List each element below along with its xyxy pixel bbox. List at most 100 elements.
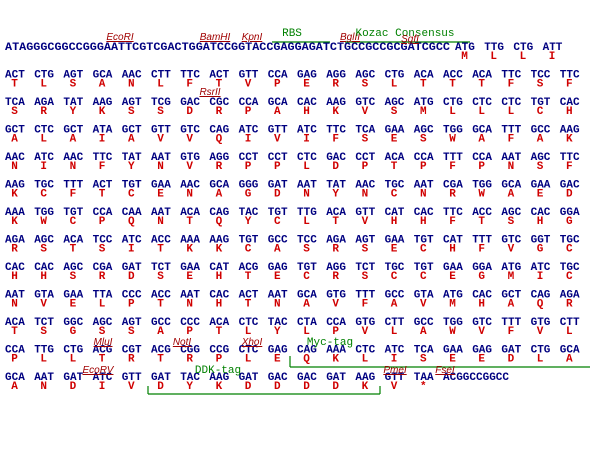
amino-acid: N [508,161,515,173]
amino-acid: P [245,161,252,173]
amino-acid: V [186,161,193,173]
amino-acid: T [157,354,164,366]
codon: AGC [355,70,375,82]
amino-acid: L [391,326,398,338]
amino-acid: S [157,106,164,118]
amino-acid: N [303,189,310,201]
enzyme-label: EcoRV [83,365,115,376]
codon: ACA [414,70,434,82]
codon: GAA [385,235,405,247]
amino-acid: A [274,106,281,118]
amino-acid: H [449,244,456,256]
amino-acid: S [11,106,18,118]
amino-acid: N [157,216,164,228]
amino-acid: F [332,134,339,146]
amino-acid: L [40,134,47,146]
codon: CGC [209,97,229,109]
amino-acid: C [128,189,135,201]
amino-acid: C [566,244,573,256]
codon: ACC [472,207,492,219]
codon: ACT [93,180,113,192]
codon: CTC [239,317,259,329]
codon: CTG [531,345,551,357]
amino-acid: D [157,381,164,393]
enzyme-label: NotI [173,337,192,348]
enzyme-label: KpnI [242,32,263,43]
codon: AGA [34,97,54,109]
codon: TCT [34,317,54,329]
codon: GGT [531,235,551,247]
codon: TAC [180,372,200,384]
codon: CAC [531,207,551,219]
codon: TCA [5,97,25,109]
codon: CCA [93,207,113,219]
codon: ACA [385,152,405,164]
codon: GCA [93,70,113,82]
amino-acid: V [157,134,164,146]
amino-acid: D [508,354,515,366]
amino-acid: L [362,354,369,366]
amino-acid: W [478,189,485,201]
codon: GAA [63,290,83,302]
amino-acid: A [216,189,223,201]
codon: GCC [385,290,405,302]
amino-acid: D [186,106,193,118]
amino-acid: S [391,106,398,118]
amino-acid: H [566,106,573,118]
amino-acid: C [303,271,310,283]
amino-acid: L [40,354,47,366]
codon: TGG [443,317,463,329]
amino-acid: V [245,79,252,91]
codon: CCA [326,317,346,329]
codon: TCT [355,262,375,274]
codon: GAT [63,372,83,384]
codon: TTT [355,290,375,302]
amino-acid: I [99,134,106,146]
codon: GCC [268,235,288,247]
codon: CCA [268,70,288,82]
enzyme-label: SgfI [401,34,419,45]
enzyme-label: MluI [94,337,113,348]
codon: TCT [151,262,171,274]
amino-acid: D [303,381,310,393]
amino-acid: S [303,244,310,256]
codon: CGG [180,345,200,357]
amino-acid: M [449,299,456,311]
codon: CTC [355,345,375,357]
amino-acid: V [274,134,281,146]
amino-acid: A [391,299,398,311]
amino-acid: L [245,354,252,366]
codon: TTT [443,152,463,164]
codon: AAT [414,180,434,192]
codon: TGT [268,207,288,219]
codon: TTT [501,317,521,329]
codon: TCA [355,125,375,137]
amino-acid: P [274,161,281,173]
enzyme-label: BamHI [200,32,231,43]
amino-acid: S [157,271,164,283]
tag-label: RBS [282,28,302,40]
amino-acid: L [490,51,497,63]
amino-acid: K [186,244,193,256]
codon: GCT [501,290,521,302]
codon: AAA [5,207,25,219]
amino-acid: H [216,299,223,311]
amino-acid: H [391,216,398,228]
codon: GAA [385,125,405,137]
codon: TGT [297,262,317,274]
amino-acid: Q [216,134,223,146]
amino-acid: L [537,354,544,366]
codon: CCA [239,97,259,109]
codon: GCC [531,125,551,137]
codon: TTC [93,152,113,164]
codon: CTG [34,70,54,82]
amino-acid: F [566,161,573,173]
amino-acid: T [216,326,223,338]
amino-acid: H [216,271,223,283]
amino-acid: I [549,51,556,63]
codon: TAC [239,207,259,219]
amino-acid: R [128,354,135,366]
amino-acid: N [128,79,135,91]
codon: CTT [560,317,580,329]
codon: TAC [268,317,288,329]
